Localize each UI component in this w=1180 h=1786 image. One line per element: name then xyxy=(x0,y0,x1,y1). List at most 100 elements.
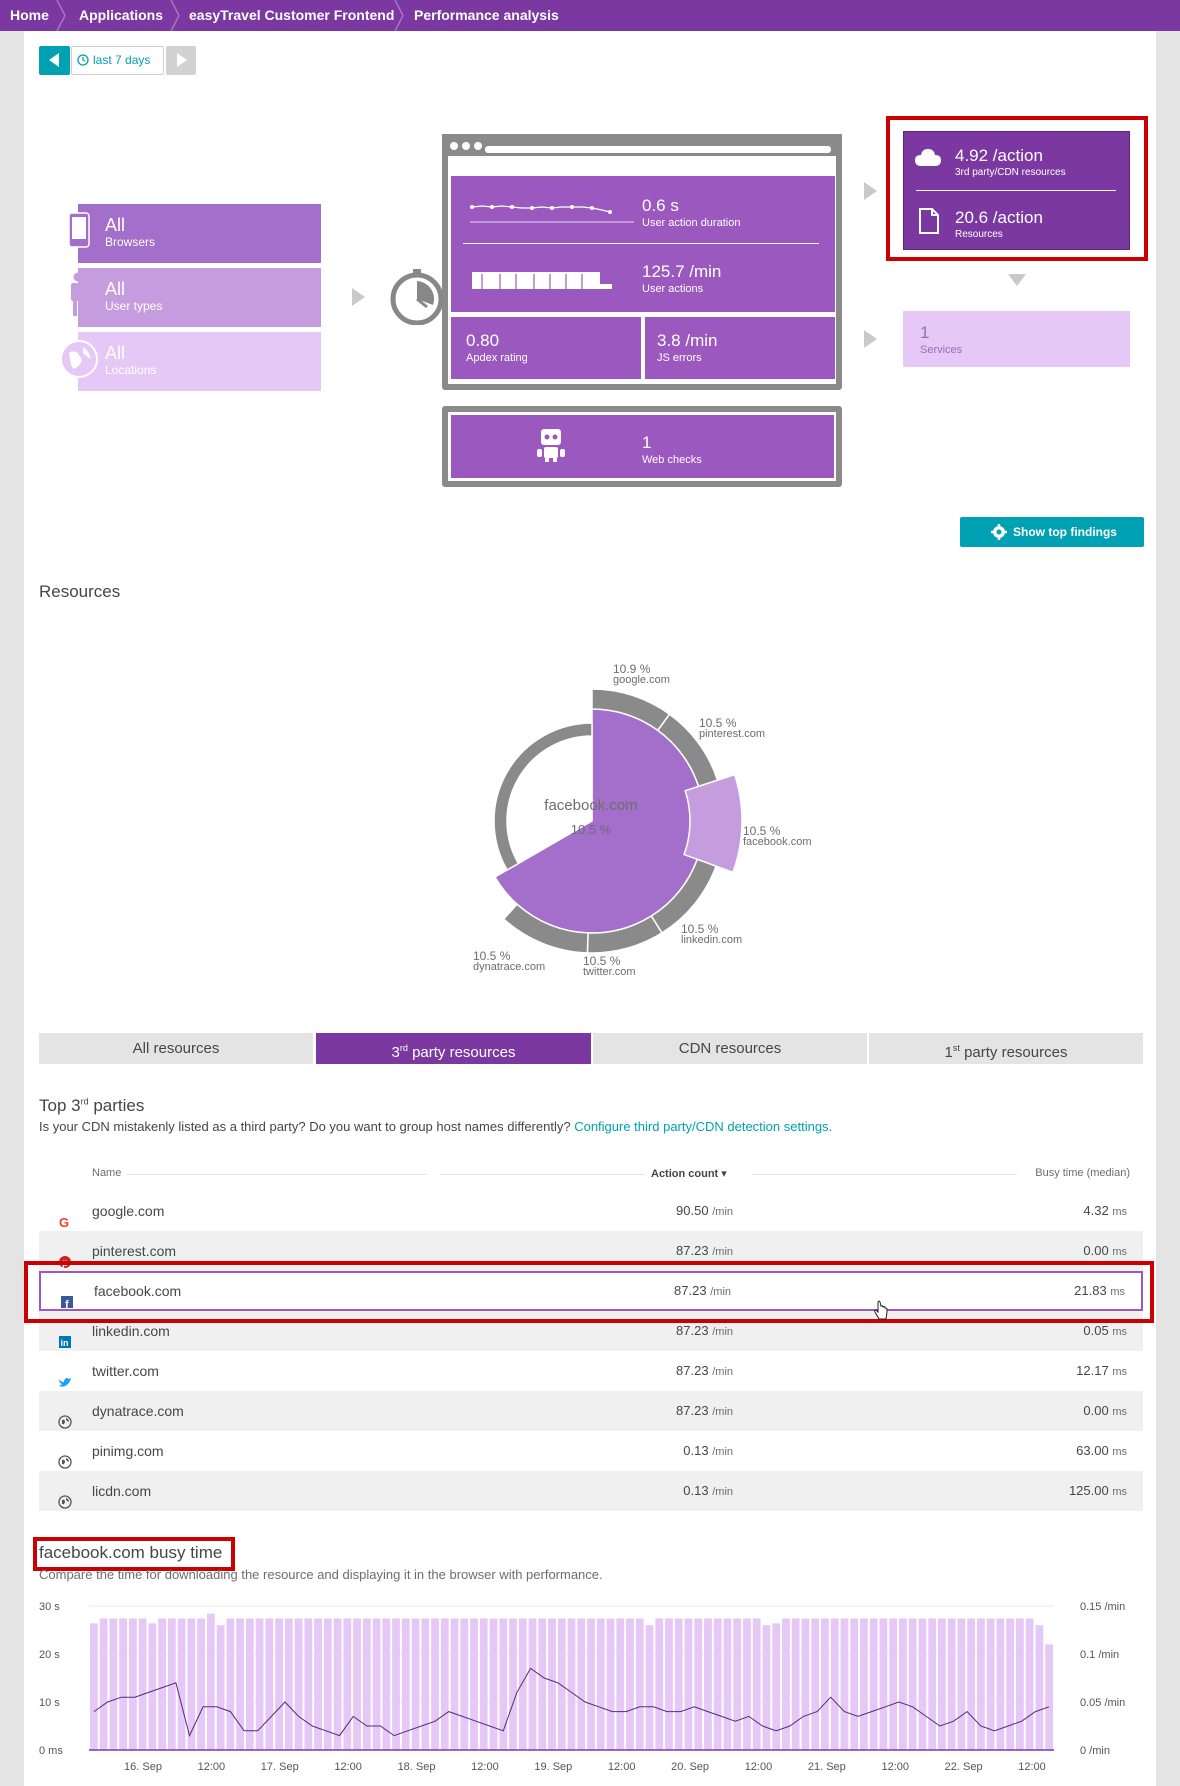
flow-arrow xyxy=(864,330,877,348)
chart-bar xyxy=(138,1618,147,1750)
action-count: 90.50 /min xyxy=(676,1203,733,1218)
filter-browsers[interactable]: All Browsers xyxy=(78,204,321,263)
globe-icon xyxy=(58,1404,72,1429)
actions-value: 125.7 /min xyxy=(642,262,722,281)
services-card[interactable]: 1 Services xyxy=(903,311,1130,367)
chart-bar xyxy=(704,1618,712,1750)
chart-bar xyxy=(411,1618,420,1750)
col-action-header[interactable]: Action count ▾ xyxy=(651,1168,727,1180)
chart-bar xyxy=(236,1618,244,1750)
chart-bar xyxy=(889,1618,898,1750)
chart-bar xyxy=(197,1618,205,1750)
action-count: 87.23 /min xyxy=(674,1283,731,1298)
webchecks-card[interactable]: 1 Web checks xyxy=(451,415,834,478)
chart-bar xyxy=(596,1618,605,1750)
party-name: facebook.com xyxy=(94,1283,182,1299)
metrics-card[interactable] xyxy=(451,176,835,312)
google-icon: G xyxy=(58,1204,72,1230)
hand-cursor-icon xyxy=(873,1300,889,1322)
mobile-icon xyxy=(68,212,90,248)
chart-bar xyxy=(947,1618,956,1750)
chart-bar xyxy=(187,1618,196,1750)
document-icon xyxy=(919,208,939,234)
breadcrumb-home[interactable]: Home xyxy=(10,7,49,23)
donut-label-pinterest: 10.5 % pinterest.com xyxy=(699,716,766,740)
action-count: 87.23 /min xyxy=(676,1403,733,1418)
x-tick: 12:00 xyxy=(334,1761,362,1773)
table-row[interactable]: pinimg.com 0.13 /min 63.00 ms xyxy=(39,1431,1143,1471)
busy-time: 21.83 ms xyxy=(1074,1283,1125,1298)
timeframe-selector[interactable]: last 7 days xyxy=(71,46,164,75)
chart-bar xyxy=(938,1618,946,1750)
errors-label: JS errors xyxy=(657,352,702,364)
breadcrumb-separator xyxy=(394,0,404,31)
tab-1st-party-resources[interactable]: 1st party resources xyxy=(869,1033,1143,1064)
x-tick: 16. Sep xyxy=(124,1761,162,1773)
donut-segment-facebook xyxy=(683,773,743,874)
col-name-header[interactable]: Name xyxy=(92,1167,122,1179)
tab-cdn-resources[interactable]: CDN resources xyxy=(593,1033,867,1064)
header-rule xyxy=(752,1174,1017,1175)
busy-time: 125.00 ms xyxy=(1068,1483,1127,1498)
donut-segment-grey xyxy=(493,722,593,872)
chart-bar xyxy=(821,1618,829,1750)
chart-bar xyxy=(362,1618,371,1750)
chart-bar xyxy=(304,1618,313,1750)
filter-locations[interactable]: All Locations xyxy=(78,332,321,391)
filter-user-types[interactable]: All User types xyxy=(78,268,321,327)
breadcrumb: Home Applications easyTravel Customer Fr… xyxy=(0,0,1180,31)
tab-3rd-party-resources[interactable]: 3rd party resources xyxy=(316,1033,591,1064)
timeframe-back-button[interactable] xyxy=(39,46,70,75)
chart-bar xyxy=(626,1618,634,1750)
js-errors-metric[interactable]: 3.8 /min JS errors xyxy=(645,317,835,379)
highlight-box xyxy=(33,1537,235,1571)
donut-label-facebook: 10.5 % facebook.com xyxy=(743,824,812,848)
chart-bar xyxy=(401,1618,410,1750)
cloud-icon xyxy=(915,149,941,166)
col-busy-header[interactable]: Busy time (median) xyxy=(1035,1167,1130,1179)
table-row[interactable]: twitter.com 87.23 /min 12.17 ms xyxy=(39,1351,1143,1391)
show-top-findings-button[interactable]: Show top findings xyxy=(960,517,1144,547)
breadcrumb-applications[interactable]: Applications xyxy=(79,7,164,23)
action-count: 87.23 /min xyxy=(676,1323,733,1338)
table-row[interactable]: dynatrace.com 87.23 /min 0.00 ms xyxy=(39,1391,1143,1431)
chart-bar xyxy=(811,1618,820,1750)
busy-time-title: facebook.com busy time xyxy=(39,1543,223,1562)
chart-bar xyxy=(421,1618,430,1750)
chart-bar xyxy=(431,1618,439,1750)
configure-detection-link[interactable]: Configure third party/CDN detection sett… xyxy=(574,1119,833,1134)
chart-bar xyxy=(869,1618,878,1750)
apdex-label: Apdex rating xyxy=(466,352,528,364)
table-row[interactable]: licdn.com 0.13 /min 125.00 ms xyxy=(39,1471,1143,1511)
chart-bar xyxy=(450,1618,459,1750)
busy-time-subtitle: Compare the time for downloading the res… xyxy=(39,1567,603,1582)
timeframe-forward-button[interactable] xyxy=(166,46,196,75)
chart-bar xyxy=(489,1618,498,1750)
chart-bar xyxy=(119,1618,127,1750)
chart-bar xyxy=(440,1618,449,1750)
chart-bar xyxy=(128,1618,137,1750)
chart-bar xyxy=(148,1623,157,1750)
filter-value: All xyxy=(105,279,126,299)
pinterest-icon: p xyxy=(58,1244,72,1269)
resources-card[interactable]: 4.92 /action 3rd party/CDN resources 20.… xyxy=(903,131,1130,250)
table-row[interactable]: f facebook.com 87.23 /min 21.83 ms xyxy=(39,1271,1143,1311)
resources-donut-chart[interactable] xyxy=(460,660,880,990)
tab-all-resources[interactable]: All resources xyxy=(39,1033,313,1064)
stopwatch-icon xyxy=(390,269,444,325)
chart-bar xyxy=(957,1618,966,1750)
donut-center-value: 10.5 % xyxy=(570,822,612,837)
chart-bar xyxy=(918,1618,927,1750)
breadcrumb-application[interactable]: easyTravel Customer Frontend xyxy=(189,7,395,23)
resources-label: Resources xyxy=(955,229,1003,240)
header-rule xyxy=(440,1174,645,1175)
table-row[interactable]: in linkedin.com 87.23 /min 0.05 ms xyxy=(39,1311,1143,1351)
cdn-question: Is your CDN mistakenly listed as a third… xyxy=(39,1119,832,1134)
apdex-metric[interactable]: 0.80 Apdex rating xyxy=(451,317,641,379)
busy-time-chart[interactable]: 30 s 20 s 10 s 0 ms 0.15 /min 0.1 /min 0.05 /m… xyxy=(39,1596,1159,1776)
chart-bar xyxy=(713,1618,722,1750)
chart-bar xyxy=(509,1618,517,1750)
filter-label: User types xyxy=(105,299,163,313)
x-tick: 12:00 xyxy=(198,1761,226,1773)
